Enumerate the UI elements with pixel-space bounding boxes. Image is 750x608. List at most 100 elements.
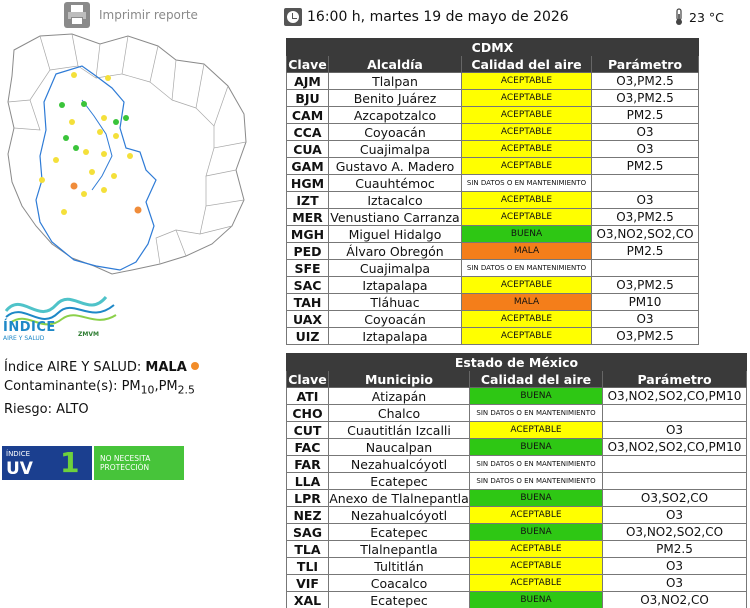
- param-cell: O3: [591, 310, 699, 328]
- param-cell: PM2.5: [602, 540, 747, 558]
- station-marker: [101, 187, 107, 193]
- station-marker: [123, 115, 129, 121]
- clock-icon: [284, 8, 302, 26]
- table-row: LPR Anexo de Tlalnepantla BUENA O3,SO2,CO: [286, 489, 747, 507]
- station-marker: [69, 119, 75, 125]
- clave-cell: TLI: [286, 557, 329, 575]
- param-cell: PM2.5: [591, 106, 699, 124]
- table-row: CHO Chalco SIN DATOS O EN MANTENIMIENTO: [286, 404, 747, 422]
- table-row: HGM Cuauhtémoc SIN DATOS O EN MANTENIMIENT…: [286, 174, 699, 192]
- calidad-cell: ACEPTABLE: [461, 89, 592, 107]
- calidad-cell: MALA: [461, 242, 592, 260]
- table-row: FAR Nezahualcóyotl SIN DATOS O EN MANTENIM…: [286, 455, 747, 473]
- station-marker: [111, 173, 117, 179]
- cdmx-inner-line: [81, 99, 113, 191]
- station-marker: [105, 75, 111, 81]
- lugar-cell: Ecatepec: [328, 472, 470, 490]
- clave-cell: BJU: [286, 89, 329, 107]
- table-row: NEZ Nezahualcóyotl ACEPTABLE O3: [286, 506, 747, 524]
- station-marker: [113, 133, 119, 139]
- column-header: Clave: [286, 55, 329, 73]
- column-header: Alcaldía: [328, 55, 462, 73]
- printer-icon: [64, 2, 90, 28]
- lugar-cell: Tlalpan: [328, 72, 462, 90]
- param-cell: PM2.5: [591, 157, 699, 175]
- param-cell: O3: [602, 557, 747, 575]
- pollutant-2-sub: 2.5: [177, 383, 195, 397]
- indice-label: Índice AIRE Y SALUD:: [4, 360, 142, 375]
- station-marker: [39, 177, 45, 183]
- clave-cell: TAH: [286, 293, 329, 311]
- calidad-cell: ACEPTABLE: [469, 574, 603, 592]
- clave-cell: CUT: [286, 421, 329, 439]
- param-cell: O3,NO2,CO: [602, 591, 747, 608]
- column-header: Parámetro: [591, 55, 699, 73]
- clave-cell: VIF: [286, 574, 329, 592]
- air-summary: Índice AIRE Y SALUD: MALA Contaminante(s…: [4, 358, 199, 419]
- report-datetime: 16:00 h, martes 19 de mayo de 2026: [307, 9, 569, 25]
- calidad-cell: BUENA: [469, 438, 603, 456]
- logo-zmvm: ZMVM: [78, 331, 99, 338]
- param-cell: O3,PM2.5: [591, 208, 699, 226]
- indice-aire-salud-logo: [4, 295, 117, 326]
- column-header: Calidad del aire: [461, 55, 592, 73]
- thermometer-icon: [676, 8, 682, 25]
- table-row: VIF Coacalco ACEPTABLE O3: [286, 574, 747, 592]
- column-header: Municipio: [328, 370, 470, 388]
- clave-cell: CAM: [286, 106, 329, 124]
- column-header: Calidad del aire: [469, 370, 603, 388]
- calidad-cell: BUENA: [469, 489, 603, 507]
- param-cell: O3: [591, 140, 699, 158]
- calidad-cell: SIN DATOS O EN MANTENIMIENTO: [461, 174, 592, 192]
- table-title: Estado de México: [286, 353, 747, 371]
- table-row: BJU Benito Juárez ACEPTABLE O3,PM2.5: [286, 89, 699, 107]
- pollutant-1: PM: [121, 379, 141, 394]
- station-markers: [39, 72, 142, 215]
- station-marker: [81, 101, 87, 107]
- calidad-cell: ACEPTABLE: [461, 276, 592, 294]
- param-cell: [602, 404, 747, 422]
- lugar-cell: Cuajimalpa: [328, 140, 462, 158]
- calidad-cell: SIN DATOS O EN MANTENIMIENTO: [469, 455, 603, 473]
- param-cell: [602, 455, 747, 473]
- clave-cell: CHO: [286, 404, 329, 422]
- lugar-cell: Miguel Hidalgo: [328, 225, 462, 243]
- clave-cell: GAM: [286, 157, 329, 175]
- monitoring-map: [7, 33, 247, 275]
- lugar-cell: Azcapotzalco: [328, 106, 462, 124]
- param-cell: O3: [591, 191, 699, 209]
- lugar-cell: Álvaro Obregón: [328, 242, 462, 260]
- clave-cell: CUA: [286, 140, 329, 158]
- table-row: TLI Tultitlán ACEPTABLE O3: [286, 557, 747, 575]
- param-cell: PM2.5: [591, 242, 699, 260]
- table-row: MGH Miguel Hidalgo BUENA O3,NO2,SO2,CO: [286, 225, 699, 243]
- table-row: IZT Iztacalco ACEPTABLE O3: [286, 191, 699, 209]
- logo-subtitle: AIRE Y SALUD: [3, 335, 45, 342]
- pollutant-2: ,PM: [154, 379, 178, 394]
- clave-cell: LLA: [286, 472, 329, 490]
- calidad-cell: ACEPTABLE: [461, 72, 592, 90]
- clave-cell: TLA: [286, 540, 329, 558]
- uv-label-block: ÍNDICE UV 1: [2, 446, 92, 480]
- lugar-cell: Tláhuac: [328, 293, 462, 311]
- indice-line: Índice AIRE Y SALUD: MALA: [4, 358, 199, 377]
- station-marker: [101, 151, 107, 157]
- station-marker: [73, 145, 79, 151]
- cdmx-table: CDMX Clave Alcaldía Calidad del aire Par…: [286, 38, 699, 345]
- calidad-cell: ACEPTABLE: [461, 157, 592, 175]
- param-cell: O3,NO2,SO2,CO,PM10: [602, 438, 747, 456]
- param-cell: O3: [602, 574, 747, 592]
- clave-cell: SFE: [286, 259, 329, 277]
- print-report-button[interactable]: Imprimir reporte: [64, 2, 198, 28]
- status-dot-icon: [190, 362, 199, 370]
- clave-cell: LPR: [286, 489, 329, 507]
- station-marker: [97, 129, 103, 135]
- lugar-cell: Benito Juárez: [328, 89, 462, 107]
- clave-cell: PED: [286, 242, 329, 260]
- lugar-cell: Ecatepec: [328, 591, 470, 608]
- map-outline: [7, 33, 247, 275]
- clave-cell: ATI: [286, 387, 329, 405]
- lugar-cell: Nezahualcóyotl: [328, 506, 470, 524]
- clave-cell: UIZ: [286, 327, 329, 345]
- table-row: PED Álvaro Obregón MALA PM2.5: [286, 242, 699, 260]
